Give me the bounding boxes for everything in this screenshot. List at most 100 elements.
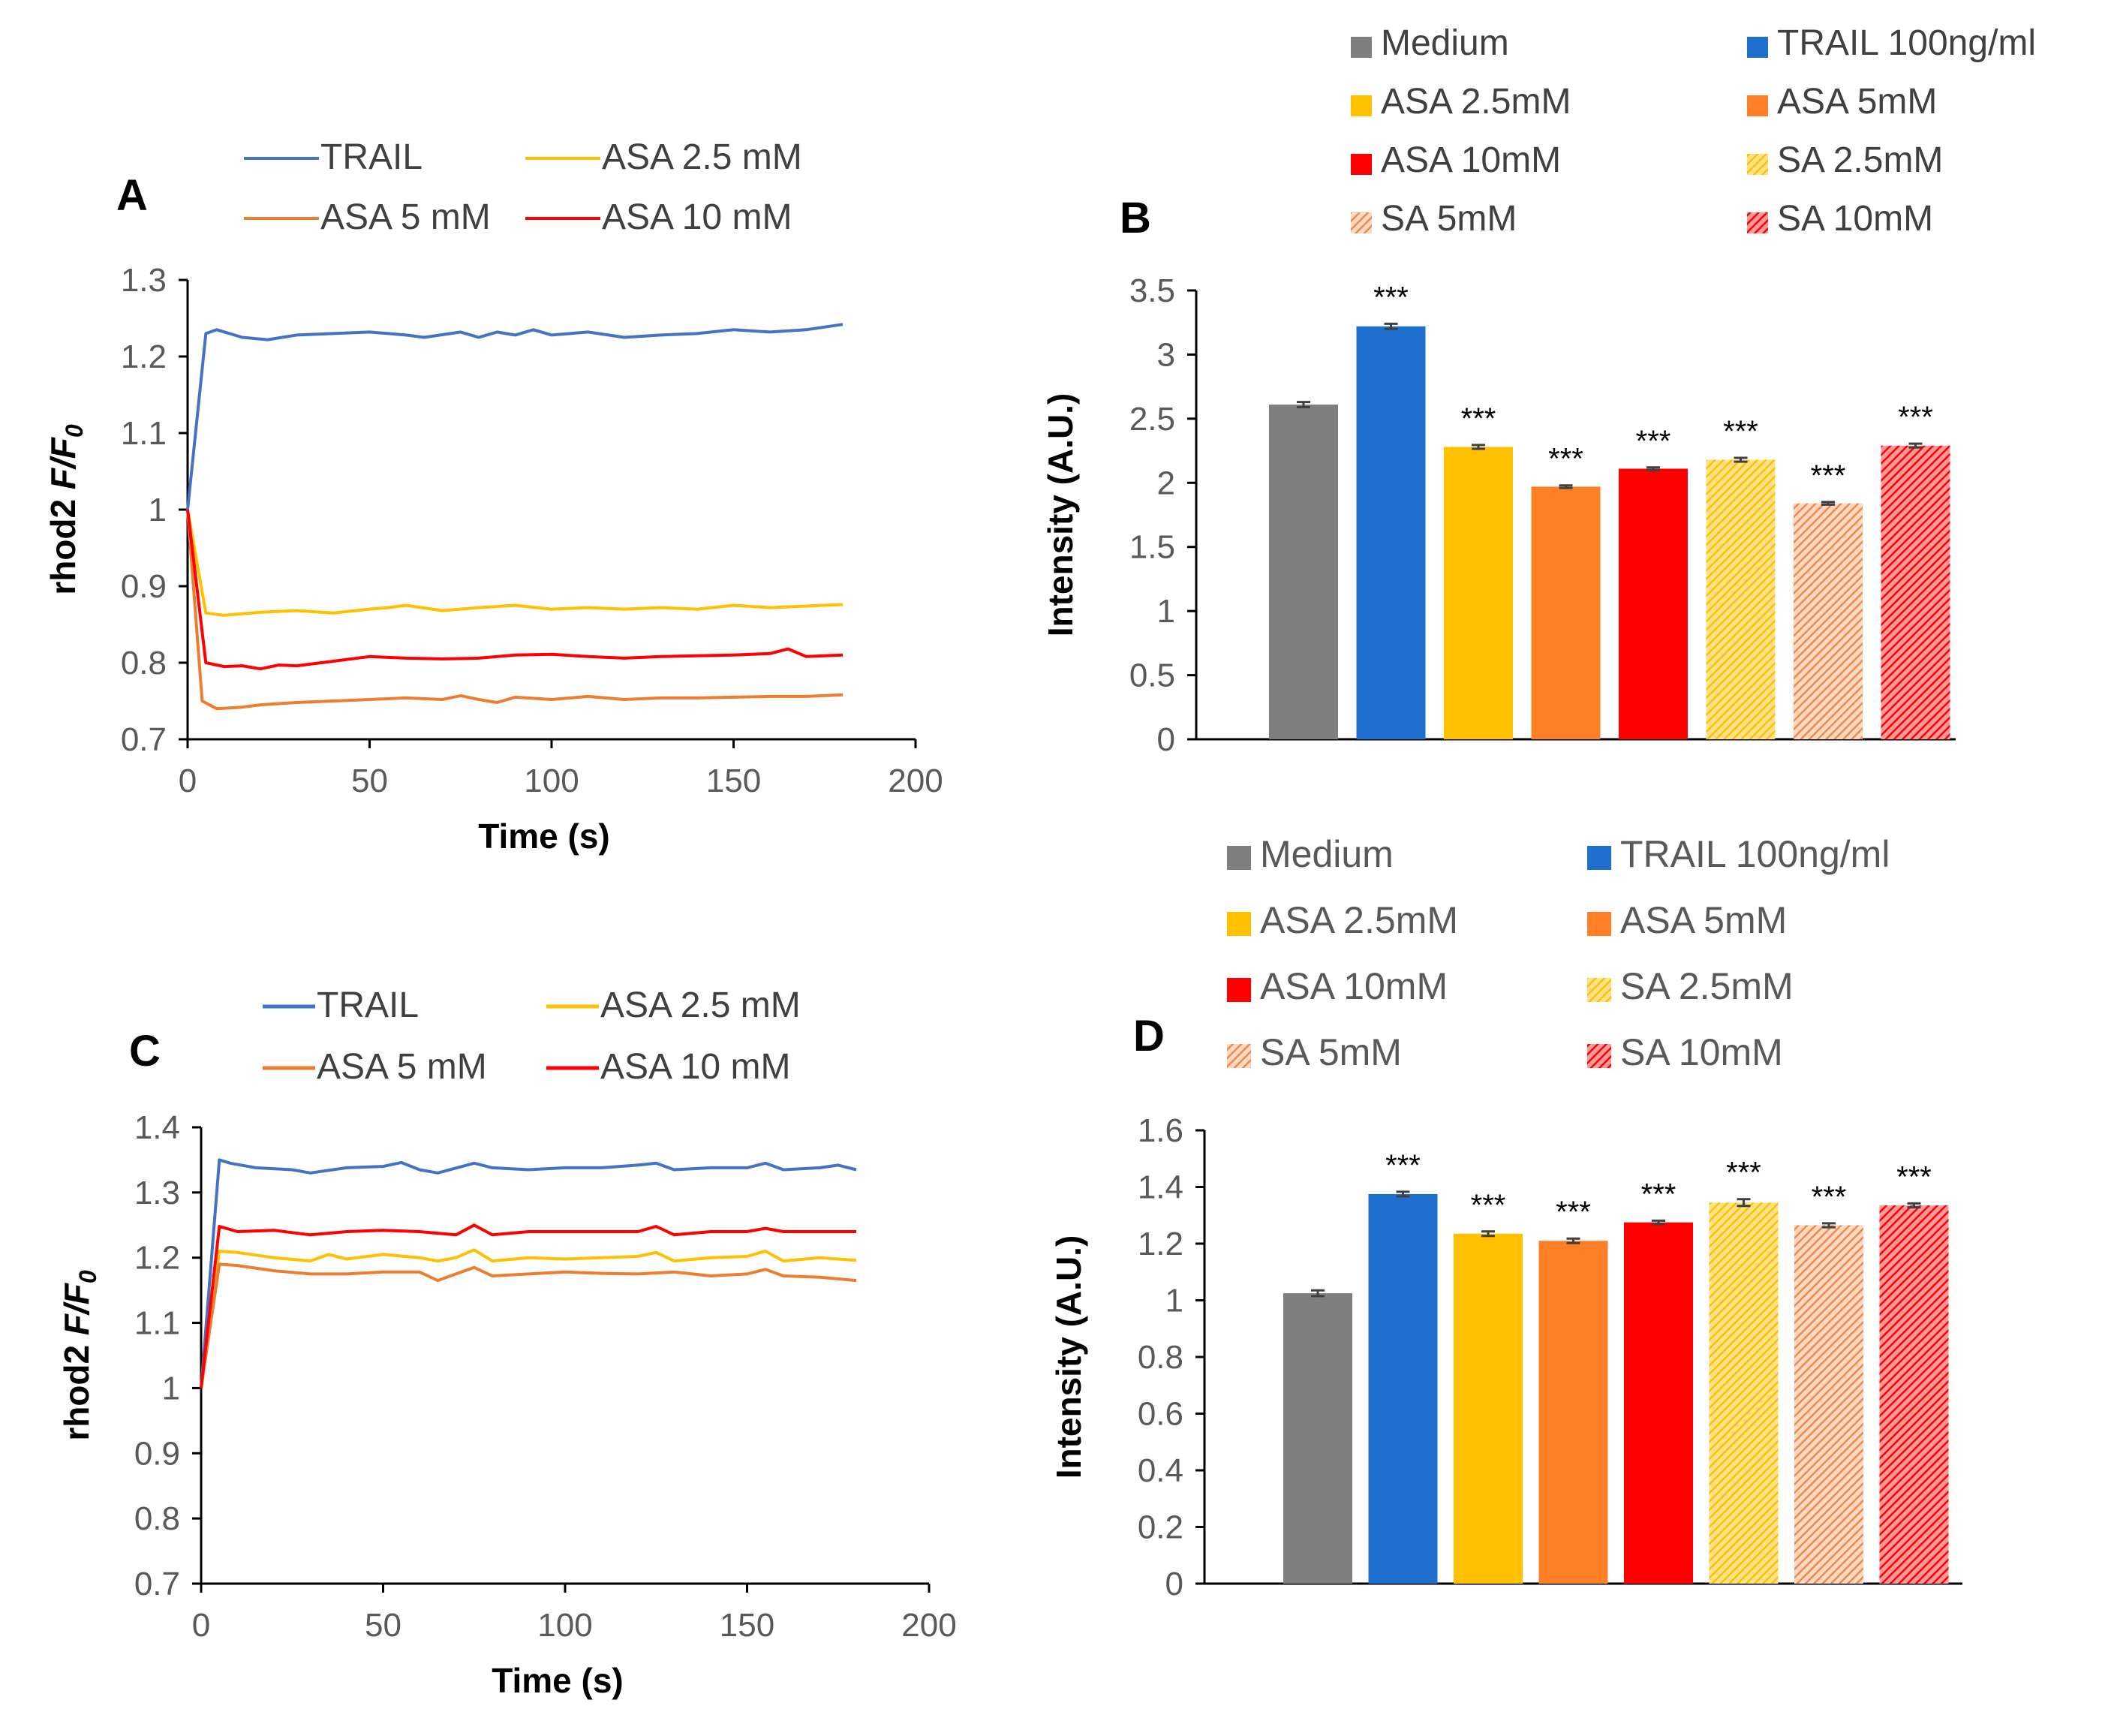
legend-swatch bbox=[1227, 846, 1251, 870]
y-tick-label: 1.2 bbox=[1138, 1226, 1183, 1262]
legend-label: Medium bbox=[1381, 23, 1509, 63]
significance-label: *** bbox=[1548, 443, 1583, 476]
y-tick-label: 0 bbox=[1165, 1566, 1183, 1602]
significance-label: *** bbox=[1641, 1178, 1676, 1211]
series-line-asa-5-mm bbox=[186, 509, 844, 711]
y-tick-label: 2.5 bbox=[1129, 401, 1175, 438]
legend-label: SA 5mM bbox=[1260, 1031, 1402, 1073]
y-tick-label: 0.7 bbox=[134, 1566, 180, 1602]
bar-sa-10mm bbox=[1879, 1205, 1949, 1584]
y-tick-label: 0.5 bbox=[1129, 657, 1175, 694]
legend-label: ASA 10 mM bbox=[600, 1047, 790, 1087]
x-tick-label: 100 bbox=[537, 1607, 592, 1644]
y-tick-label: 1.2 bbox=[121, 338, 167, 375]
bar-sa-2-5mm bbox=[1709, 1202, 1779, 1584]
legend-swatch bbox=[1587, 912, 1611, 936]
legend-label: SA 10mM bbox=[1620, 1031, 1783, 1073]
y-axis-title: Intensity (A.U.) bbox=[1049, 1235, 1088, 1479]
bar-asa-2-5mm bbox=[1454, 1233, 1523, 1584]
legend-label: TRAIL 100ng/ml bbox=[1777, 23, 2036, 63]
legend-label: ASA 10mM bbox=[1381, 140, 1561, 180]
legend-swatch bbox=[1747, 154, 1768, 175]
bar-sa-5mm bbox=[1794, 503, 1863, 739]
legend-label: TRAIL bbox=[320, 137, 423, 177]
y-tick-label: 1.4 bbox=[134, 1109, 180, 1146]
series-line-asa-2-5-mm bbox=[200, 1248, 857, 1388]
y-tick-label: 0.8 bbox=[134, 1500, 180, 1537]
significance-label: *** bbox=[1385, 1149, 1421, 1182]
series-line-asa-10-mm bbox=[200, 1223, 856, 1388]
x-tick-label: 0 bbox=[179, 763, 197, 799]
y-tick-label: 0.8 bbox=[1138, 1339, 1183, 1376]
y-tick-label: 0.4 bbox=[1138, 1452, 1183, 1489]
significance-label: *** bbox=[1461, 402, 1496, 435]
x-tick-label: 100 bbox=[524, 763, 579, 799]
y-tick-label: 0.7 bbox=[121, 721, 167, 758]
legend-label: ASA 2.5 mM bbox=[602, 137, 802, 177]
panel-letter-c: C bbox=[129, 1027, 161, 1076]
bar-asa-2-5mm bbox=[1444, 447, 1513, 739]
legend-swatch bbox=[1747, 95, 1768, 116]
y-tick-label: 0.9 bbox=[134, 1435, 180, 1472]
legend-label: SA 2.5mM bbox=[1620, 965, 1794, 1007]
legend-swatch bbox=[1747, 212, 1768, 233]
legend-swatch bbox=[1747, 37, 1768, 58]
significance-label: *** bbox=[1471, 1189, 1506, 1222]
y-tick-label: 1.3 bbox=[134, 1175, 180, 1211]
significance-label: *** bbox=[1636, 425, 1671, 458]
y-tick-label: 3 bbox=[1157, 336, 1175, 373]
series-line-trail bbox=[186, 323, 844, 510]
x-axis-title: Time (s) bbox=[492, 1661, 624, 1700]
bar-asa-10mm bbox=[1619, 468, 1688, 739]
significance-label: *** bbox=[1898, 401, 1933, 434]
x-tick-label: 150 bbox=[720, 1607, 774, 1644]
x-tick-label: 150 bbox=[706, 763, 761, 799]
legend-swatch bbox=[1587, 978, 1611, 1002]
legend-label: ASA 2.5 mM bbox=[600, 985, 801, 1025]
legend-swatch bbox=[1351, 37, 1372, 58]
legend-swatch bbox=[1227, 978, 1251, 1002]
series-line-asa-5-mm bbox=[200, 1262, 857, 1388]
legend-swatch bbox=[1587, 1044, 1611, 1068]
legend-label: ASA 5 mM bbox=[320, 197, 491, 237]
y-tick-label: 3.5 bbox=[1129, 272, 1175, 309]
legend-swatch bbox=[1227, 912, 1251, 936]
y-axis-title: rhod2 F/F0 bbox=[57, 1270, 101, 1441]
panel-letter-d: D bbox=[1133, 1012, 1165, 1061]
panel-letter-b: B bbox=[1120, 194, 1151, 242]
legend-label: SA 2.5mM bbox=[1777, 140, 1943, 180]
panel-c-line-chart: 0.7 0.8 0.9 1 1.1 1.2 1.3 1.4 0 50 100 150 200 Time (… bbox=[57, 985, 957, 1700]
x-tick-label: 0 bbox=[192, 1607, 210, 1644]
series-line-trail bbox=[200, 1158, 857, 1388]
y-tick-label: 0.9 bbox=[121, 568, 167, 605]
significance-label: *** bbox=[1556, 1196, 1591, 1229]
legend-label: ASA 5 mM bbox=[317, 1047, 487, 1087]
y-tick-label: 1 bbox=[149, 492, 167, 528]
legend-swatch bbox=[1587, 846, 1611, 870]
legend-label: ASA 2.5mM bbox=[1381, 82, 1571, 122]
legend-swatch bbox=[1351, 212, 1372, 233]
y-tick-label: 2 bbox=[1157, 465, 1175, 501]
series-line-asa-2-5-mm bbox=[186, 509, 844, 617]
x-tick-label: 50 bbox=[351, 763, 388, 799]
y-tick-label: 0.6 bbox=[1138, 1396, 1183, 1433]
legend-label: ASA 2.5mM bbox=[1260, 899, 1458, 941]
y-tick-label: 1.5 bbox=[1129, 529, 1175, 566]
panel-letter-a: A bbox=[116, 171, 148, 220]
legend-label: ASA 10mM bbox=[1260, 965, 1448, 1007]
panel-d-bar-chart: 0 0.2 0.4 0.6 0.8 1 1.2 1.4 1.6 Intensity (A.U.) *… bbox=[1049, 833, 1962, 1602]
y-tick-label: 0.2 bbox=[1138, 1509, 1183, 1546]
panel-a-line-chart: 0.7 0.8 0.9 1 1.1 1.2 1.3 0 50 100 150 200 Time (s) r… bbox=[44, 137, 943, 856]
legend-label: SA 5mM bbox=[1381, 199, 1517, 239]
bar-trail-100ng-ml bbox=[1368, 1193, 1438, 1584]
bar-sa-2-5mm bbox=[1706, 459, 1776, 739]
significance-label: *** bbox=[1726, 1157, 1761, 1190]
y-tick-label: 1 bbox=[1157, 593, 1175, 630]
legend-label: Medium bbox=[1260, 833, 1394, 875]
y-tick-label: 1 bbox=[1165, 1283, 1183, 1319]
series-line-asa-10-mm bbox=[186, 509, 844, 671]
y-axis-title: Intensity (A.U.) bbox=[1041, 393, 1080, 637]
y-tick-label: 1 bbox=[162, 1370, 180, 1407]
significance-label: *** bbox=[1373, 281, 1409, 314]
x-tick-label: 200 bbox=[888, 763, 943, 799]
